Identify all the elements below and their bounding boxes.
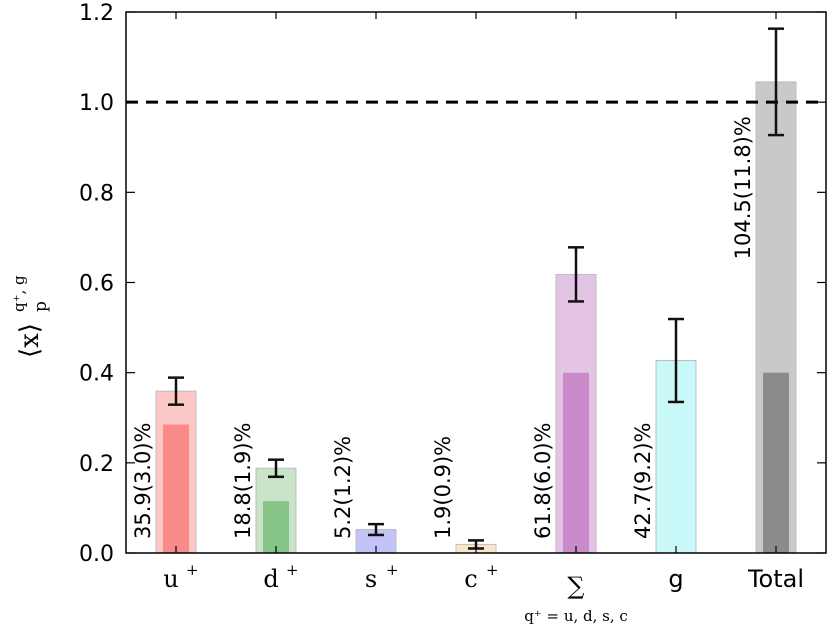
y-tick-label-3: 0.6 — [79, 272, 114, 297]
y-axis-label: ⟨x⟩ p q⁺, g — [10, 275, 51, 358]
x-tick-label-1: d — [263, 565, 278, 593]
y-tick-label-5: 1.0 — [79, 91, 114, 116]
y-tick-label-0: 0.0 — [79, 542, 114, 567]
y-tick-label-2: 0.4 — [79, 362, 114, 387]
y-ticks-layer: 0.0 0.2 0.4 0.6 0.8 1.0 1.2 — [79, 1, 826, 567]
bars-layer — [155, 81, 797, 554]
x-tick-label-5: g — [668, 565, 683, 593]
x-tick-label-3: c — [464, 565, 477, 593]
y-tick-label-6: 1.2 — [79, 1, 114, 26]
data-label-4: 61.8(6.0)% — [531, 423, 555, 540]
bar-inner-1 — [263, 501, 289, 553]
data-label-2: 5.2(1.2)% — [331, 436, 355, 539]
x-ticks-layer: u + d + s + c + ∑ q⁺ = u, d, s, c g Total — [163, 12, 804, 625]
x-tick-label-6: Total — [747, 565, 804, 593]
x-tick-label-0: u — [163, 565, 178, 593]
data-label-1: 18.8(1.9)% — [231, 423, 255, 540]
x-tick-label-sup-0: + — [186, 561, 199, 579]
y-axis-label-sub: p — [31, 301, 51, 312]
data-label-5: 42.7(9.2)% — [631, 423, 655, 540]
x-tick-label-sub-4: q⁺ = u, d, s, c — [524, 607, 628, 625]
x-tick-label-sup-3: + — [486, 561, 499, 579]
bar-inner-6 — [763, 372, 789, 553]
data-label-0: 35.9(3.0)% — [131, 423, 155, 540]
y-axis-label-main: ⟨x⟩ — [15, 323, 45, 358]
x-tick-label-sup-2: + — [386, 561, 399, 579]
y-tick-label-1: 0.2 — [79, 452, 114, 477]
data-labels-layer: 35.9(3.0)% 18.8(1.9)% 5.2(1.2)% 1.9(0.9)% 61… — [131, 116, 755, 539]
bar-inner-4 — [563, 372, 589, 553]
x-tick-label-2: s — [365, 565, 377, 593]
x-tick-label-sup-1: + — [286, 561, 299, 579]
x-tick-label-4: ∑ — [567, 572, 584, 600]
y-axis-label-sup: q⁺, g — [10, 275, 28, 312]
y-tick-label-4: 0.8 — [79, 181, 114, 206]
data-label-6: 104.5(11.8)% — [731, 116, 755, 259]
data-label-3: 1.9(0.9)% — [431, 436, 455, 539]
bar-inner-0 — [163, 424, 189, 553]
